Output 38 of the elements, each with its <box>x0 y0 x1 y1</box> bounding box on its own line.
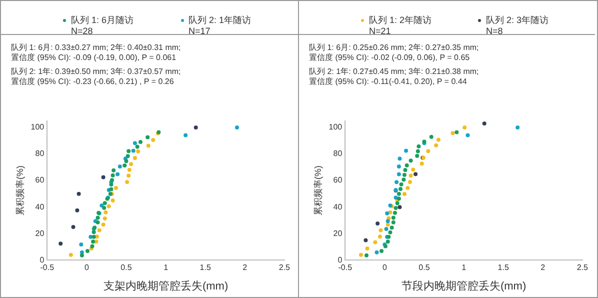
x-tick-label: 0 <box>382 263 388 272</box>
x-tick-label: 0.5 <box>120 263 132 272</box>
y-tick-label: 60 <box>35 176 45 185</box>
y-tick-label: 80 <box>35 149 45 158</box>
legend-label: 队列 2: 1年随访 N=17 <box>188 15 252 37</box>
y-axis-title: 累积频率(%) <box>14 166 25 216</box>
legend-label: 队列 1: 6月随访 N=28 <box>71 15 134 37</box>
x-tick-label: 1 <box>164 263 169 272</box>
x-axis-title: 支架内晚期管腔丢失(mm) <box>103 279 228 292</box>
x-tick-label: 2.5 <box>278 263 291 272</box>
x-tick-label: 2 <box>242 263 248 272</box>
y-axis-title: 累积频率(%) <box>312 166 323 216</box>
x-tick-label: 0 <box>84 263 90 272</box>
y-tick-label: 0 <box>338 255 343 264</box>
legend-label: 队列 1: 2年随访 N=21 <box>369 15 432 37</box>
text: 队列 2: 1年: 0.39±0.50 mm; 3年: 0.37±0.57 mm; 置信度 (95% CI): -0.23 (-0.66, 0.21) , P = 0.26 <box>11 67 182 87</box>
x-tick-label: 2.5 <box>576 263 589 272</box>
y-tick-label: 0 <box>40 255 45 264</box>
y-tick-label: 60 <box>333 176 343 185</box>
x-tick-label: 0.5 <box>418 263 430 272</box>
y-tick-label: 40 <box>333 202 343 212</box>
x-tick-label: -0.5 <box>40 263 55 272</box>
y-tick-label: 40 <box>35 202 45 212</box>
x-axis-title: 节段内晚期管腔丢失(mm) <box>401 279 526 292</box>
text: 队列 1: 6月: 0.25±0.26 mm; 2年: 0.27±0.35 mm; 置信度 (95% CI): -0.02 (-0.09, 0.06), P = 0.65 <box>309 43 480 63</box>
y-tick-label: 100 <box>328 122 343 132</box>
x-tick-label: 1.5 <box>498 263 510 272</box>
x-tick-label: 1.5 <box>200 263 212 272</box>
y-tick-label: 80 <box>333 149 343 158</box>
x-tick-label: 2 <box>540 263 546 272</box>
y-tick-label: 20 <box>333 228 343 238</box>
x-tick-label: -0.5 <box>338 263 353 272</box>
text: 队列 1: 6月: 0.33±0.27 mm; 2年: 0.40±0.31 mm; 置信度 (95% CI): -0.09 (-0.19, 0.00), P = 0.061 <box>11 43 182 63</box>
x-tick-label: 1 <box>462 263 467 272</box>
legend-label: 队列 2: 3年随访 N=8 <box>486 15 549 37</box>
text: 队列 2: 1年: 0.27±0.45 mm; 3年: 0.21±0.38 mm; 置信度 (95% CI): -0.11(-0.41, 0.20), P = 0.44 <box>309 67 480 87</box>
y-tick-label: 100 <box>30 122 45 132</box>
y-tick-label: 20 <box>35 228 45 238</box>
